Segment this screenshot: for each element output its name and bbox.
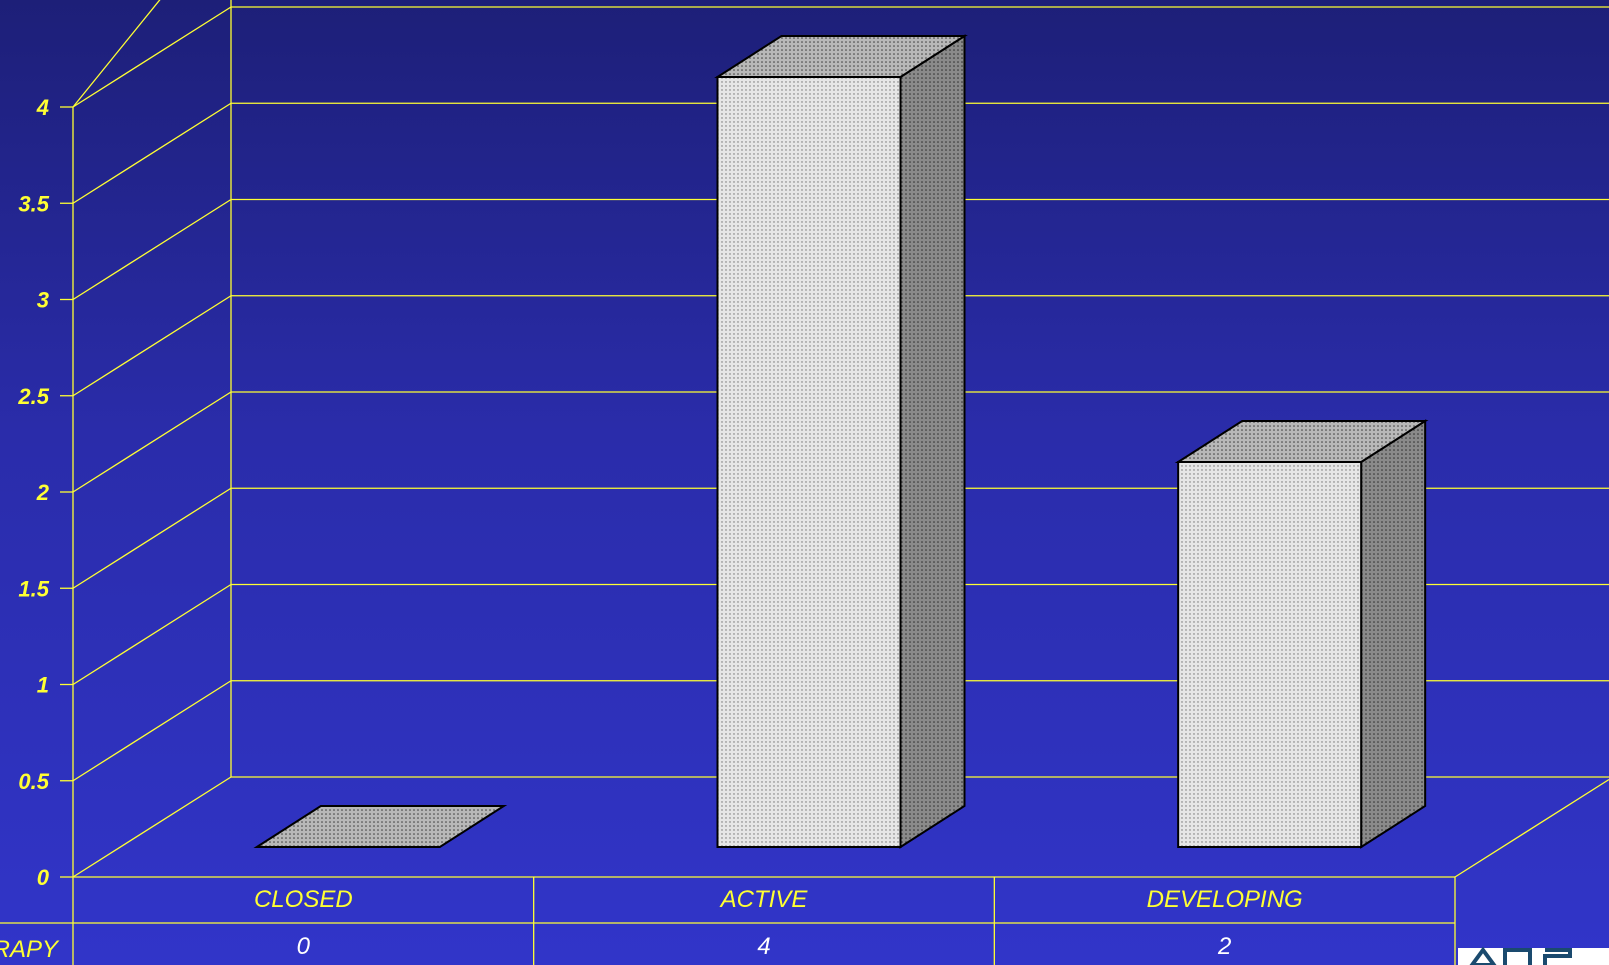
- bar-top: [714, 35, 968, 78]
- data-label: 2: [1217, 933, 1231, 960]
- logo: [1458, 946, 1609, 965]
- gridline-diagonal: [72, 391, 232, 493]
- x-tick-label: CLOSED: [254, 886, 353, 913]
- y-tick-label: 3.5: [18, 191, 49, 216]
- gridline-diagonal: [72, 102, 232, 204]
- data-label: 4: [757, 933, 770, 960]
- bars-layer: [253, 34, 1429, 849]
- floor-right-edge: [1454, 778, 1609, 878]
- bar-top: [253, 805, 508, 848]
- data-table: RAPY CLOSED 0 ACTIVE 4 DEVELOPING 2: [0, 877, 1609, 965]
- bar-top: [1174, 420, 1429, 463]
- gridline-diagonal: [72, 583, 232, 686]
- gridline-diagonal: [72, 6, 232, 108]
- y-tick-label: 0: [37, 865, 50, 890]
- bar-closed: [253, 805, 508, 848]
- y-tick-label: 4: [36, 95, 49, 120]
- top-left-edge: [72, 0, 161, 108]
- y-tick-label: 2: [36, 480, 50, 505]
- y-tick-label: 0.5: [18, 769, 49, 794]
- bar-front: [716, 76, 902, 848]
- y-tick-label: 1: [37, 673, 49, 698]
- logo-mark: [1469, 946, 1572, 965]
- bar-developing: [1174, 419, 1429, 849]
- data-table-row-label: RAPY: [0, 936, 60, 963]
- bar-active: [714, 34, 968, 849]
- y-tick-label: 1.5: [18, 576, 49, 601]
- bar-side: [1360, 419, 1427, 849]
- data-label: 0: [297, 933, 311, 960]
- gridline-diagonal: [72, 776, 232, 878]
- gridline-diagonal: [72, 487, 232, 589]
- x-tick-label: ACTIVE: [719, 886, 809, 913]
- bar-side: [899, 34, 966, 849]
- gridline-diagonal: [72, 680, 232, 782]
- x-tick-label: DEVELOPING: [1147, 886, 1303, 913]
- y-tick-label: 3: [37, 288, 49, 313]
- bar-front: [1177, 461, 1363, 848]
- gridline-diagonal: [72, 198, 232, 301]
- y-tick-label: 2.5: [17, 384, 49, 409]
- gridline-diagonal: [72, 295, 232, 397]
